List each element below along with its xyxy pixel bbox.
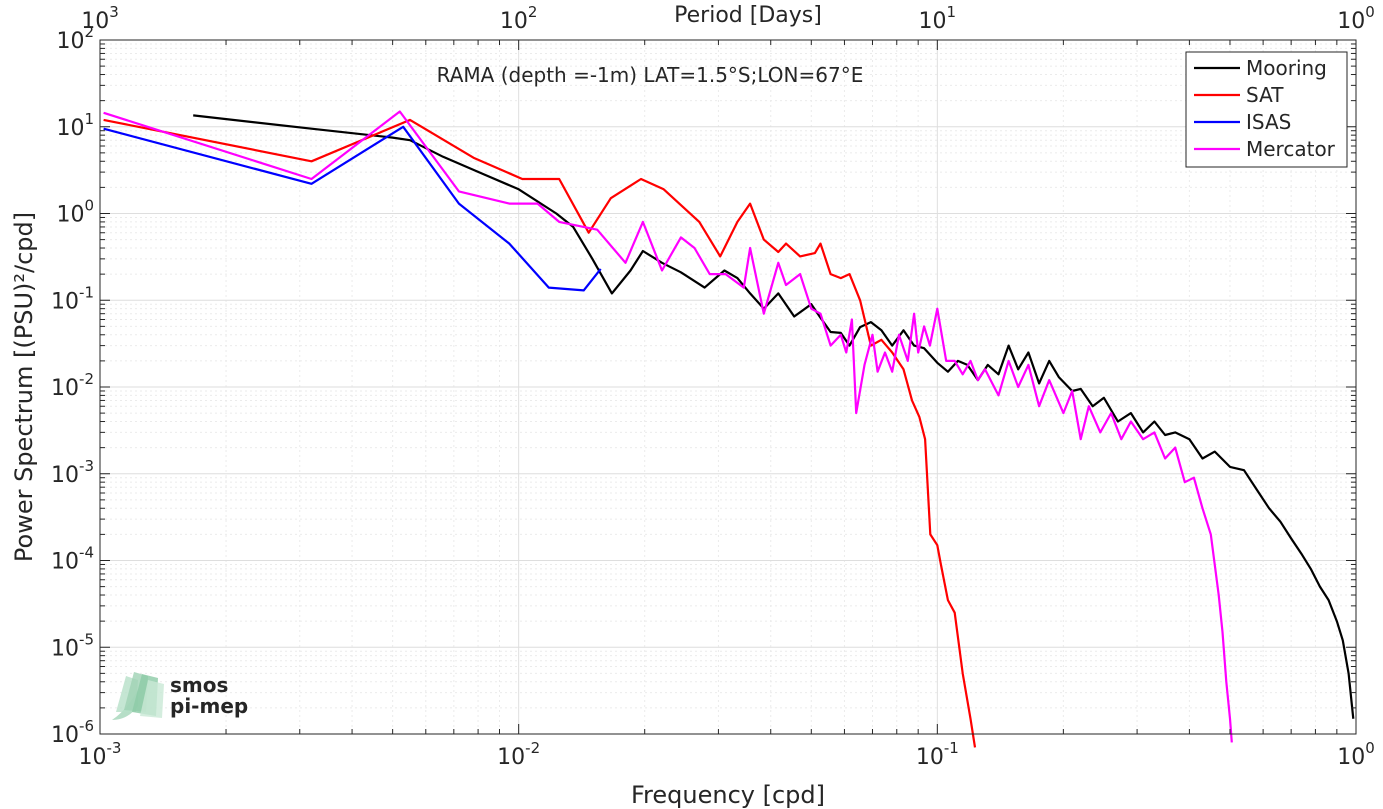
x2-tick-label: 103 xyxy=(81,3,119,34)
legend-label-isas: ISAS xyxy=(1246,110,1291,134)
legend: Mooring SAT ISAS Mercator xyxy=(1185,51,1348,168)
x2-tick-label: 101 xyxy=(919,3,957,34)
y-tick-label: 10-4 xyxy=(51,544,94,575)
x-tick-label: 10-3 xyxy=(79,739,122,770)
logo-graphic xyxy=(112,672,164,720)
y-tick-label: 10-5 xyxy=(51,630,94,661)
legend-box xyxy=(1185,51,1348,168)
series-line-isas xyxy=(103,125,602,292)
x2-axis-label: Period [Days] xyxy=(674,3,822,28)
series-line-sat xyxy=(103,118,977,748)
y-tick-label: 10-3 xyxy=(51,457,94,488)
x-tick-label: 10-2 xyxy=(497,739,540,770)
logo-line1: smos xyxy=(170,673,228,697)
y-tick-label: 102 xyxy=(56,23,94,54)
grid xyxy=(99,39,1357,735)
logo-line2: pi-mep xyxy=(170,694,248,718)
smos-pimep-logo: smos pi-mep xyxy=(112,672,248,720)
legend-label-mooring: Mooring xyxy=(1246,56,1327,80)
y-tick-label: 100 xyxy=(56,197,94,228)
x2-tick-label: 100 xyxy=(1337,3,1375,34)
chart-title: RAMA (depth =-1m) LAT=1.5°S;LON=67°E xyxy=(437,63,864,87)
series-lines xyxy=(103,110,1355,748)
x2-tick-label: 102 xyxy=(500,3,538,34)
x-tick-label: 10-1 xyxy=(916,739,959,770)
legend-label-mercator: Mercator xyxy=(1246,137,1336,161)
series-line-mercator xyxy=(103,110,1233,743)
y-tick-label: 101 xyxy=(56,110,94,141)
x-axis-label: Frequency [cpd] xyxy=(631,781,825,809)
series-line-mooring xyxy=(193,114,1355,719)
legend-label-sat: SAT xyxy=(1246,83,1284,107)
y-axis-label: Power Spectrum [(PSU)²/cpd] xyxy=(10,212,38,562)
y-tick-label: 10-6 xyxy=(51,717,94,748)
axis-ticks xyxy=(99,39,1357,735)
y-tick-label: 10-1 xyxy=(51,283,94,314)
x-tick-label: 100 xyxy=(1337,739,1375,770)
y-tick-label: 10-2 xyxy=(51,370,94,401)
